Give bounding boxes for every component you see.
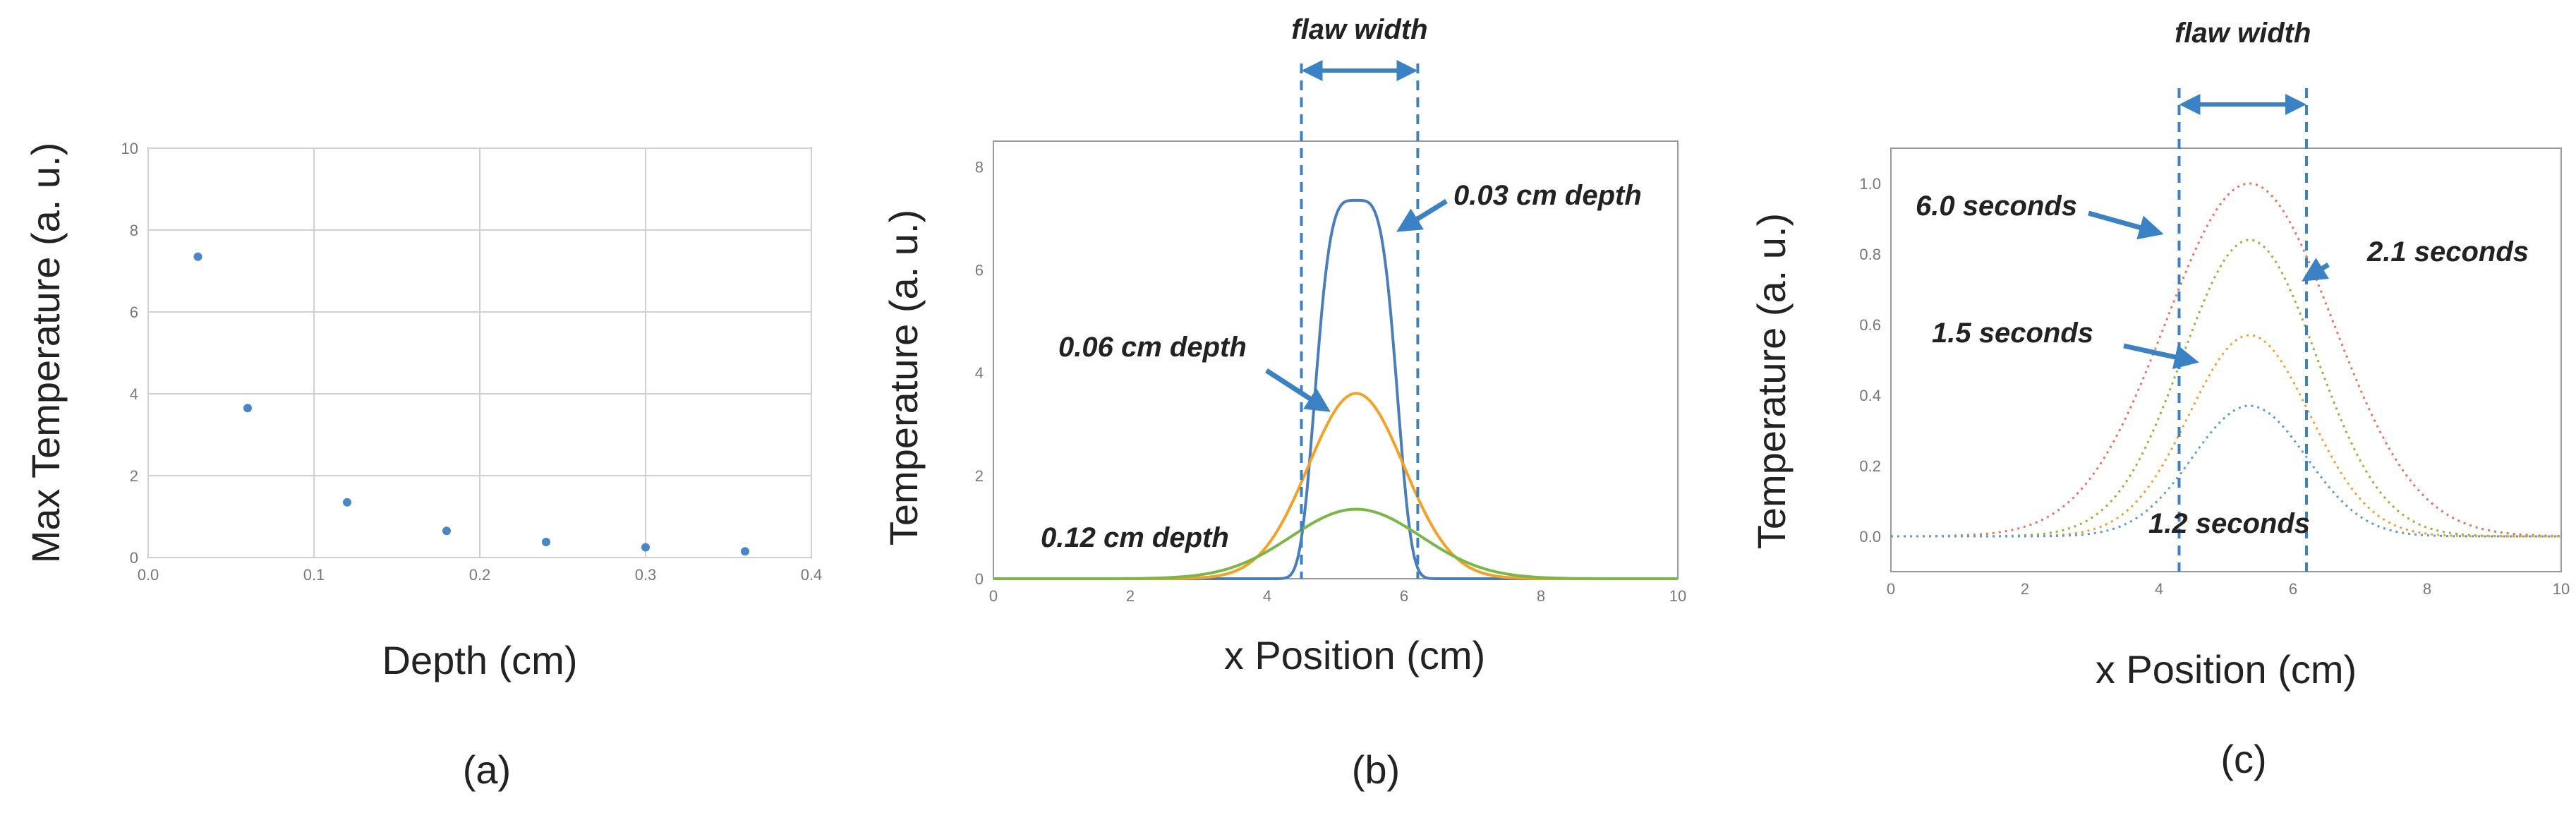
y-tick-label: 6 [975,261,984,279]
panel-c-plot-frame [1890,147,2562,572]
x-tick-label: 4 [2155,580,2163,598]
panel-c-line-chart: 0 2 4 6 8 10 0.0 0.2 0.4 0.6 0.8 1.0 flaw width 6.0… [1749,18,2570,781]
x-tick-label: 2 [2021,580,2029,598]
series-annotation: 1.2 seconds [2148,508,2310,539]
panel-c-label: (c) [2220,737,2266,781]
y-tick-label: 0 [975,570,984,588]
annotation-arrow [2302,258,2330,282]
x-tick-label: 0.3 [635,566,657,584]
panel-a-x-axis-label: Depth (cm) [382,638,578,682]
panel-c-x-axis-label: x Position (cm) [2096,647,2357,692]
flaw-width-label: flaw width [2175,18,2311,49]
x-tick-label: 6 [2289,580,2297,598]
y-tick-label: 2 [130,467,138,485]
x-tick-label: 8 [1537,587,1545,605]
scatter-point [442,526,451,536]
x-tick-label: 4 [1263,587,1271,605]
scatter-point [542,537,550,546]
x-tick-label: 0 [989,587,998,605]
series-line [993,507,1678,580]
panel-b-tick-labels: 0 2 4 6 8 10 0 2 4 6 8 [975,158,1686,605]
series-annotation: 6.0 seconds [1916,191,2077,222]
y-tick-label: 0 [130,549,138,567]
scatter-point [343,498,351,507]
y-tick-label: 4 [975,364,984,382]
flaw-width-label: flaw width [1291,14,1427,45]
x-tick-label: 0 [1887,580,1895,598]
panel-c-y-axis-label: Temperature (a. u.) [1749,213,1794,549]
x-tick-label: 10 [1669,587,1686,605]
panel-b-label: (b) [1352,747,1400,792]
y-tick-label: 0.6 [1859,316,1881,334]
series-annotation: 0.06 cm depth [1058,332,1247,363]
panel-c-annotations: 6.0 seconds 2.1 seconds 1.5 seconds 1.2 sec… [1916,191,2529,539]
panel-b-plot-frame [993,140,1679,579]
x-tick-label: 10 [2553,580,2570,598]
panel-a-gridlines [147,147,812,558]
x-tick-label: 2 [1126,587,1135,605]
series-annotation: 0.03 cm depth [1453,180,1642,211]
scatter-point [193,252,202,261]
y-tick-label: 0.0 [1859,528,1881,546]
y-tick-label: 8 [975,158,984,176]
x-tick-label: 8 [2423,580,2431,598]
annotation-arrow [1396,199,1448,232]
panel-b-curves [993,198,1678,580]
annotation-arrow [1265,368,1331,412]
y-tick-label: 8 [130,222,138,239]
y-tick-label: 10 [121,140,138,157]
y-tick-label: 0.4 [1859,387,1881,404]
annotation-arrow [2088,210,2164,240]
y-tick-label: 0.8 [1859,246,1881,263]
series-annotation: 1.5 seconds [1932,318,2093,349]
x-tick-label: 0.4 [801,566,823,584]
series-annotation: 0.12 cm depth [1041,522,1229,553]
panel-a-data-points [193,252,749,556]
scatter-point [741,547,749,556]
panel-b-y-axis-label: Temperature (a. u.) [881,210,926,546]
panel-c-curves [1891,182,2561,538]
x-tick-label: 0.1 [303,566,325,584]
panel-a-tick-labels: 0.0 0.1 0.2 0.3 0.4 0 2 4 6 8 10 [121,140,823,584]
y-tick-label: 1.0 [1859,175,1881,193]
panel-a-scatter-chart: 0.0 0.1 0.2 0.3 0.4 0 2 4 6 8 10 Depth (cm) Max Te… [23,140,822,792]
panel-c-tick-labels: 0 2 4 6 8 10 0.0 0.2 0.4 0.6 0.8 1.0 [1859,175,2570,598]
scatter-point [243,404,252,413]
panel-a-y-axis-label: Max Temperature (a. u.) [23,143,68,564]
annotation-arrow [2123,343,2199,370]
panel-a-label: (a) [463,747,511,792]
x-tick-label: 6 [1400,587,1408,605]
panel-b-flaw-width-marker: flaw width [1291,14,1428,579]
y-tick-label: 4 [130,385,138,403]
panel-b-x-axis-label: x Position (cm) [1224,633,1485,678]
x-tick-label: 0.0 [138,566,159,584]
y-tick-label: 2 [975,467,984,485]
y-tick-label: 0.2 [1859,457,1881,475]
series-annotation: 2.1 seconds [2366,236,2529,267]
panel-c-flaw-width-marker: flaw width [2175,18,2311,572]
y-tick-label: 6 [130,303,138,321]
panel-b-annotations: 0.03 cm depth 0.06 cm depth 0.12 cm depth [1041,180,1642,553]
scatter-point [641,543,650,552]
x-tick-label: 0.2 [469,566,491,584]
series-line [1891,334,2561,538]
series-line [1891,239,2561,538]
